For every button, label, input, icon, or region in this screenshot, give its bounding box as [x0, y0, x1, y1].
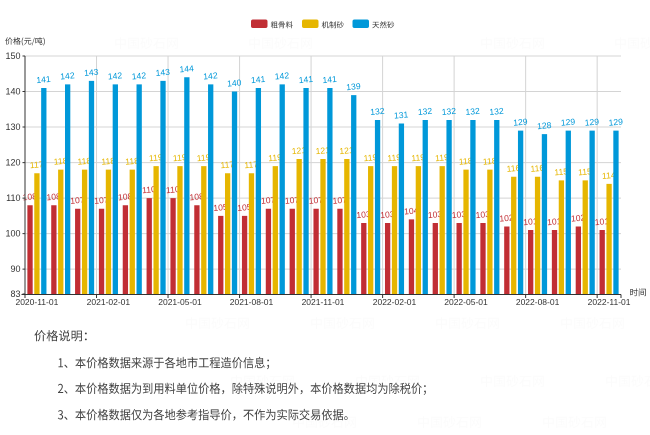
svg-text:132: 132: [441, 106, 456, 117]
svg-text:143: 143: [155, 67, 170, 78]
svg-text:2021-11-01: 2021-11-01: [302, 297, 345, 307]
svg-text:117: 117: [29, 159, 44, 170]
svg-text:107: 107: [332, 195, 347, 206]
svg-text:108: 108: [189, 191, 204, 202]
svg-text:119: 119: [172, 152, 187, 163]
svg-text:141: 141: [251, 74, 266, 85]
svg-text:2021-02-01: 2021-02-01: [87, 297, 131, 307]
svg-text:114: 114: [602, 170, 617, 181]
svg-text:142: 142: [107, 70, 122, 81]
svg-text:121: 121: [315, 145, 330, 156]
svg-text:140: 140: [227, 77, 242, 88]
svg-text:142: 142: [60, 70, 75, 81]
svg-text:103: 103: [475, 209, 490, 220]
svg-text:118: 118: [458, 156, 473, 167]
svg-text:119: 119: [435, 152, 450, 163]
svg-text:150: 150: [5, 51, 20, 61]
svg-text:129: 129: [560, 116, 575, 127]
svg-text:105: 105: [213, 202, 228, 213]
svg-text:2022-05-01: 2022-05-01: [444, 297, 488, 307]
svg-text:140: 140: [5, 87, 20, 97]
svg-text:141: 141: [36, 74, 51, 85]
svg-text:132: 132: [489, 106, 504, 117]
svg-text:121: 121: [291, 145, 306, 156]
svg-text:2022-11-01: 2022-11-01: [588, 297, 631, 307]
svg-text:144: 144: [179, 63, 194, 74]
svg-text:132: 132: [370, 106, 385, 117]
svg-text:142: 142: [131, 70, 146, 81]
svg-text:121: 121: [339, 145, 354, 156]
svg-text:139: 139: [346, 81, 361, 92]
svg-text:118: 118: [77, 156, 92, 167]
svg-text:141: 141: [322, 74, 337, 85]
svg-text:132: 132: [465, 106, 480, 117]
svg-text:107: 107: [94, 195, 109, 206]
svg-text:110: 110: [6, 193, 20, 203]
svg-text:107: 107: [308, 195, 323, 206]
svg-text:128: 128: [537, 120, 552, 131]
svg-text:118: 118: [482, 156, 497, 167]
svg-text:131: 131: [394, 109, 409, 120]
svg-text:142: 142: [274, 70, 289, 81]
svg-text:119: 119: [196, 152, 211, 163]
svg-text:2021-05-01: 2021-05-01: [158, 297, 202, 307]
svg-text:119: 119: [411, 152, 426, 163]
svg-text:118: 118: [125, 156, 140, 167]
svg-text:132: 132: [417, 106, 432, 117]
svg-text:103: 103: [356, 209, 371, 220]
svg-text:119: 119: [149, 152, 164, 163]
svg-text:116: 116: [506, 163, 521, 174]
svg-text:103: 103: [380, 209, 395, 220]
svg-text:107: 107: [261, 195, 276, 206]
svg-text:107: 107: [284, 195, 299, 206]
svg-text:129: 129: [584, 116, 599, 127]
svg-text:115: 115: [554, 166, 569, 177]
svg-text:118: 118: [101, 156, 116, 167]
svg-text:129: 129: [608, 116, 623, 127]
svg-text:103: 103: [451, 209, 466, 220]
svg-text:115: 115: [578, 166, 593, 177]
svg-text:110: 110: [166, 184, 181, 195]
svg-text:119: 119: [363, 152, 378, 163]
svg-text:108: 108: [46, 191, 61, 202]
svg-text:104: 104: [404, 205, 419, 216]
svg-text:101: 101: [594, 216, 609, 227]
svg-text:90: 90: [10, 264, 20, 274]
svg-text:108: 108: [22, 191, 37, 202]
svg-text:2022-08-01: 2022-08-01: [516, 297, 560, 307]
svg-text:2022-02-01: 2022-02-01: [373, 297, 417, 307]
svg-text:116: 116: [530, 163, 545, 174]
svg-text:120: 120: [5, 158, 20, 168]
svg-text:117: 117: [220, 159, 235, 170]
svg-text:102: 102: [499, 212, 514, 223]
svg-text:100: 100: [5, 229, 20, 239]
svg-text:119: 119: [387, 152, 402, 163]
svg-text:101: 101: [547, 216, 562, 227]
svg-text:108: 108: [118, 191, 133, 202]
svg-text:83: 83: [10, 289, 20, 299]
svg-text:2020-11-01: 2020-11-01: [15, 297, 58, 307]
svg-text:119: 119: [268, 152, 283, 163]
svg-text:141: 141: [298, 74, 313, 85]
svg-text:107: 107: [70, 195, 85, 206]
svg-text:110: 110: [142, 184, 157, 195]
svg-text:2021-08-01: 2021-08-01: [230, 297, 274, 307]
svg-text:102: 102: [571, 212, 586, 223]
svg-text:101: 101: [523, 216, 538, 227]
svg-text:117: 117: [244, 159, 259, 170]
svg-text:143: 143: [84, 67, 99, 78]
svg-text:129: 129: [513, 116, 528, 127]
svg-text:103: 103: [427, 209, 442, 220]
svg-text:142: 142: [203, 70, 218, 81]
svg-text:130: 130: [5, 122, 20, 132]
svg-text:118: 118: [53, 156, 68, 167]
svg-text:105: 105: [237, 202, 252, 213]
